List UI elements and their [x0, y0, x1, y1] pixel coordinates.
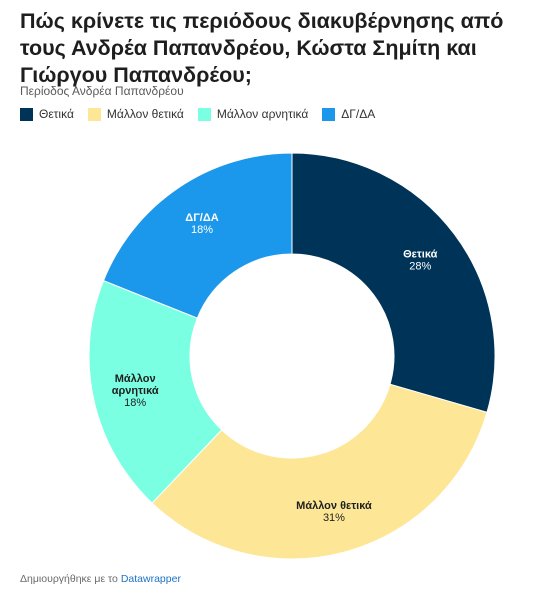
legend-swatch-dk-na — [322, 107, 336, 121]
slice-label-rather-negative: Μάλλον αρνητικά 18% — [112, 373, 159, 409]
donut-slice-rather-positive[interactable] — [151, 383, 488, 560]
chart-title: Πώς κρίνετε τις περιόδους διακυβέρνησης … — [20, 9, 504, 87]
datawrapper-link[interactable]: Datawrapper — [120, 573, 181, 585]
legend-swatch-rather-negative — [197, 107, 211, 121]
legend-label-rather-negative: Μάλλον αρνητικά — [216, 107, 309, 121]
slice-label-positive: Θετικά 28% — [403, 249, 438, 273]
donut-slice-dk-na[interactable] — [102, 152, 293, 319]
chart-subtitle: Περίοδος Ανδρέα Παπανδρέου — [20, 84, 184, 98]
slice-label-dk-na: ΔΓ/ΔΑ 18% — [185, 212, 218, 236]
legend-swatch-positive — [20, 107, 33, 121]
donut-slice-positive[interactable] — [291, 152, 496, 413]
footer-prefix: Δημιουργήθηκε με το — [20, 573, 118, 585]
legend-item-dk-na: ΔΓ/ΔΑ — [322, 107, 375, 121]
legend-item-rather-positive: Μάλλον θετικά — [87, 107, 184, 121]
legend-item-rather-negative: Μάλλον αρνητικά — [197, 107, 309, 121]
legend-label-rather-positive: Μάλλον θετικά — [106, 107, 184, 121]
slice-label-rather-positive: Μάλλον θετικά 31% — [296, 500, 372, 524]
legend-item-positive: Θετικά — [20, 107, 74, 121]
donut-slice-rather-negative[interactable] — [88, 279, 223, 504]
footer-credit: Δημιουργήθηκε με το Datawrapper — [20, 573, 181, 585]
legend: Θετικά Μάλλον θετικά Μάλλον αρνητικά ΔΓ/… — [20, 107, 375, 121]
legend-label-dk-na: ΔΓ/ΔΑ — [341, 107, 376, 121]
legend-swatch-rather-positive — [87, 107, 101, 121]
legend-label-positive: Θετικά — [39, 107, 74, 121]
